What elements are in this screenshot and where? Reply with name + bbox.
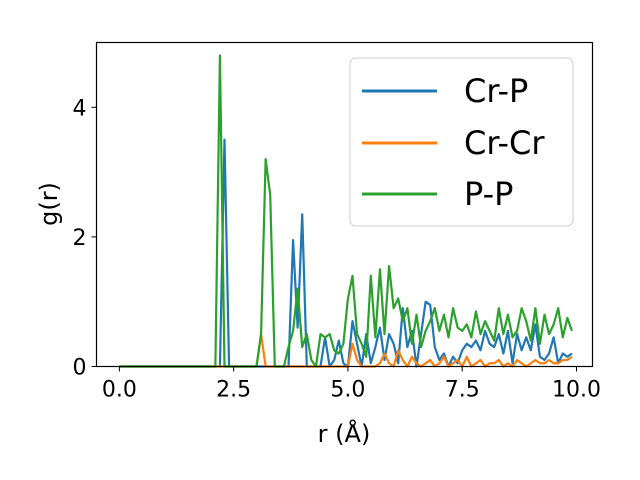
tick-layer: 0.0 2.5 5.0 7.5 10.0 0 2 4	[73, 96, 601, 402]
x-tick-label: 0.0	[102, 378, 137, 403]
x-tick-label: 7.5	[445, 378, 480, 403]
y-tick-label: 4	[73, 96, 87, 121]
x-tick-label: 5.0	[330, 378, 365, 403]
legend: Cr-P Cr-Cr P-P	[349, 57, 574, 227]
x-tick-label: 10.0	[552, 378, 601, 403]
legend-label-cr-p: Cr-P	[464, 72, 528, 110]
plot-frame	[95, 41, 594, 368]
y-tick-label: 0	[73, 356, 87, 381]
y-tick-label: 2	[73, 226, 87, 251]
legend-label-p-p: P-P	[464, 175, 513, 213]
y-axis-label: g(r)	[35, 182, 63, 226]
legend-box	[349, 57, 574, 227]
x-axis-label: r (Å)	[318, 419, 371, 448]
x-tick-label: 2.5	[216, 378, 251, 403]
legend-label-cr-cr: Cr-Cr	[464, 124, 545, 162]
